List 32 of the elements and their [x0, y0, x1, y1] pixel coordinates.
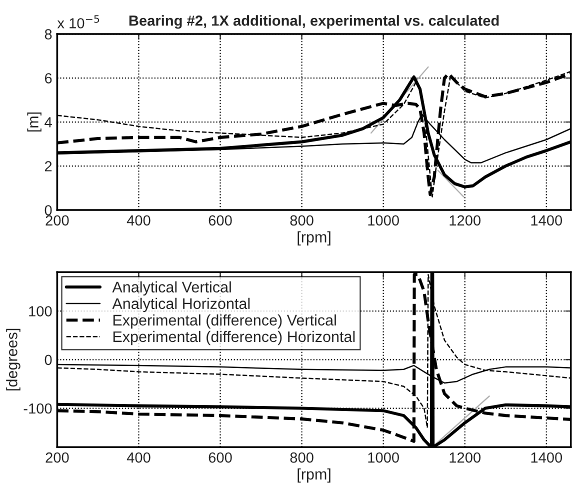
legend-label: Analytical Horizontal [112, 298, 250, 312]
x-tick-label: 200 [46, 215, 69, 226]
text: x 10$^{−5}$ [57, 15, 100, 28]
x-tick-label: 800 [290, 452, 314, 463]
legend-label: Analytical Vertical [112, 281, 231, 296]
legend-label: Experimental (difference) Vertical [113, 314, 336, 329]
y-tick-label: 8 [44, 29, 52, 40]
x-tick-label: 600 [208, 452, 232, 463]
x-axis-title: [rpm] [298, 231, 330, 246]
x-axis-title: [rpm] [298, 468, 330, 483]
x-tick-label: 1000 [368, 452, 399, 463]
y-axis-title: [degrees] [6, 328, 20, 390]
y-tick-label: -100 [24, 403, 52, 414]
x-tick-label: 1200 [450, 215, 481, 226]
chart-title: Bearing #2, 1X additional, experimental vs. calculated [129, 15, 499, 29]
x-tick-label: 1400 [531, 215, 562, 226]
y-tick-label: 0 [44, 205, 52, 216]
legend-label: Experimental (difference) Horizontal [113, 330, 355, 346]
y-tick-label: 100 [29, 306, 52, 316]
y-tick-label: 4 [44, 117, 52, 128]
x-tick-label: 400 [126, 452, 150, 463]
x-tick-label: 1000 [368, 215, 399, 226]
x-tick-label: 600 [208, 215, 232, 226]
y-axis-title: [m] [27, 112, 42, 132]
x-tick-label: 1200 [450, 452, 481, 463]
y-tick-label: 6 [44, 73, 52, 84]
y-tick-label: 2 [44, 161, 52, 172]
x-tick-label: 1400 [531, 452, 562, 463]
y-tick-label: 0 [44, 354, 52, 366]
x-tick-label: 200 [46, 452, 69, 463]
x-tick-label: 400 [126, 215, 150, 226]
x-tick-label: 800 [290, 215, 314, 226]
